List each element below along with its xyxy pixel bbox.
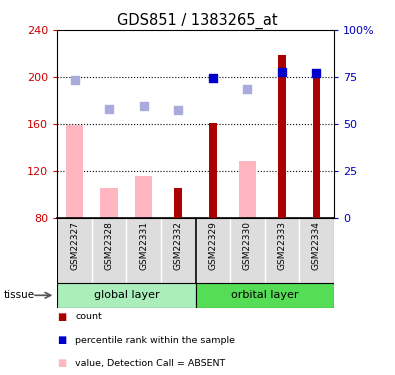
- Point: [313, 70, 320, 76]
- Point: [210, 75, 216, 81]
- Text: GSM22328: GSM22328: [105, 221, 114, 270]
- Text: GSM22333: GSM22333: [277, 221, 286, 270]
- Bar: [100, 188, 118, 218]
- Bar: [57, 283, 196, 308]
- Text: global layer: global layer: [94, 290, 159, 300]
- Text: GSM22327: GSM22327: [70, 221, 79, 270]
- Text: GSM22330: GSM22330: [243, 221, 252, 270]
- Point: [141, 103, 147, 109]
- Bar: [174, 188, 182, 218]
- Text: GSM22329: GSM22329: [208, 221, 217, 270]
- Point: [244, 86, 250, 92]
- Bar: [312, 76, 320, 217]
- Bar: [209, 123, 217, 218]
- Point: [175, 106, 181, 112]
- Text: GSM22334: GSM22334: [312, 221, 321, 270]
- Bar: [239, 161, 256, 218]
- Text: ■: ■: [57, 335, 66, 345]
- Text: ■: ■: [57, 312, 66, 322]
- Point: [279, 69, 285, 75]
- Text: GSM22331: GSM22331: [139, 221, 148, 270]
- Text: GSM22332: GSM22332: [174, 221, 183, 270]
- Point: [71, 77, 78, 83]
- Text: percentile rank within the sample: percentile rank within the sample: [75, 336, 235, 345]
- Text: count: count: [75, 312, 102, 321]
- Bar: [135, 177, 152, 218]
- Bar: [278, 55, 286, 217]
- Bar: [196, 283, 334, 308]
- Text: GDS851 / 1383265_at: GDS851 / 1383265_at: [117, 13, 278, 29]
- Text: orbital layer: orbital layer: [231, 290, 298, 300]
- Bar: [66, 125, 83, 217]
- Text: value, Detection Call = ABSENT: value, Detection Call = ABSENT: [75, 359, 225, 368]
- Text: tissue: tissue: [4, 290, 35, 300]
- Point: [106, 105, 112, 111]
- Text: ■: ■: [57, 358, 66, 368]
